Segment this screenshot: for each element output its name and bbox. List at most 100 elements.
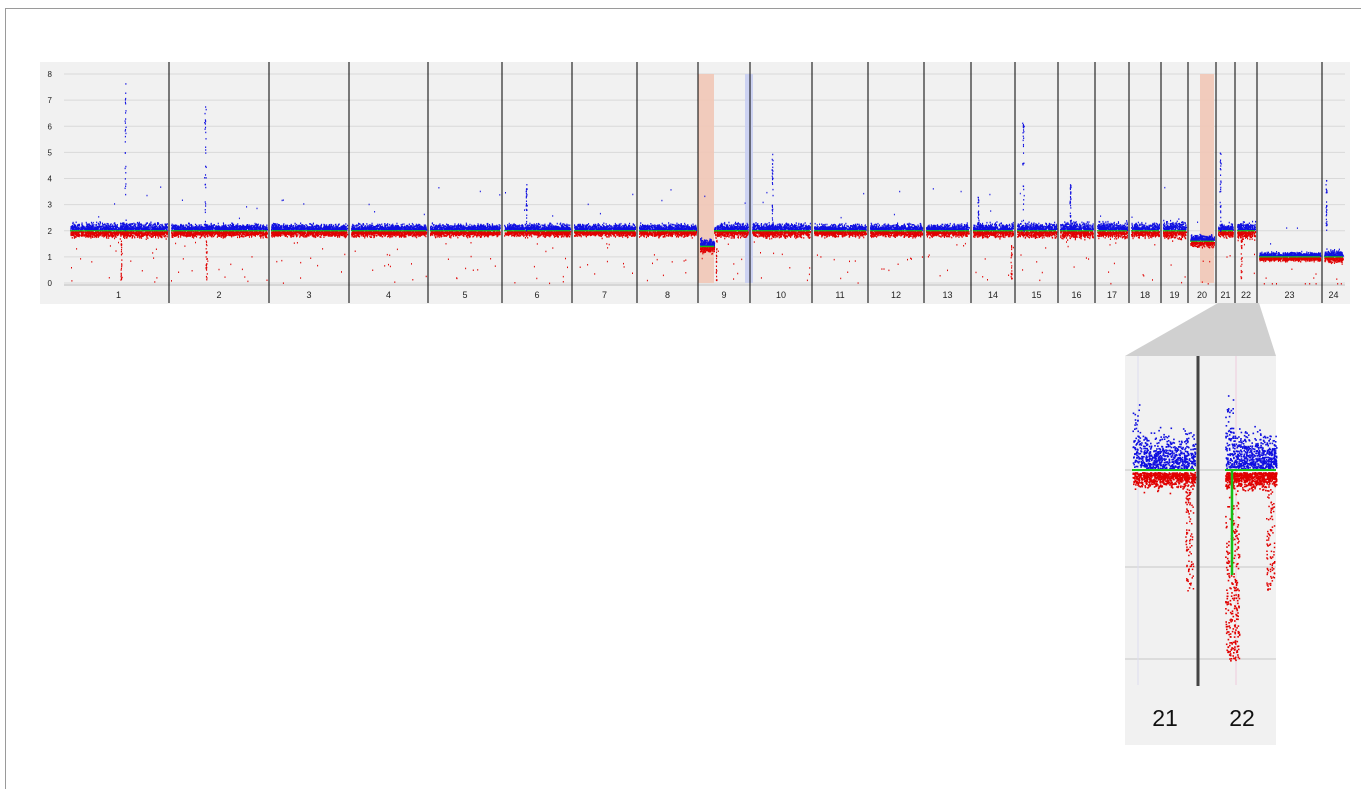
data-point-red: [116, 230, 118, 233]
data-point-red: [78, 235, 80, 237]
data-point-blue: [205, 229, 207, 231]
data-point-red: [243, 236, 245, 238]
data-point-red: [273, 234, 275, 237]
data-point-blue: [80, 226, 82, 229]
data-point-blue: [336, 228, 338, 230]
data-point-red: [89, 232, 91, 234]
data-point-red: [337, 236, 339, 238]
data-point-blue: [124, 225, 126, 228]
data-point-blue: [211, 228, 213, 230]
data-point-blue: [86, 228, 88, 231]
data-point-red: [106, 233, 108, 236]
data-point-blue: [223, 224, 225, 227]
data-point-blue: [238, 227, 240, 230]
data-point-red: [123, 233, 125, 236]
data-point-blue: [200, 224, 202, 226]
data-point-red: [164, 236, 166, 238]
outlier-point-red: [230, 263, 232, 266]
data-point-blue: [77, 228, 79, 231]
data-point-blue: [112, 225, 114, 228]
data-point-blue: [166, 224, 168, 226]
data-point-red: [256, 232, 258, 235]
data-point-red: [254, 232, 256, 235]
data-point-blue: [77, 224, 79, 226]
data-point-blue: [85, 229, 87, 231]
data-point-red: [105, 232, 107, 235]
data-point-red: [228, 231, 230, 233]
data-point-red: [224, 234, 226, 237]
data-point-blue: [92, 224, 94, 227]
data-point-red: [89, 233, 91, 235]
data-point-red: [307, 234, 309, 237]
data-point-red: [187, 232, 189, 234]
data-point-blue: [217, 226, 219, 229]
data-point-blue: [98, 227, 100, 229]
data-point-red: [98, 233, 100, 235]
data-point-blue: [197, 228, 199, 230]
data-point-red: [290, 233, 292, 235]
data-point-red: [188, 231, 190, 233]
data-point-blue: [227, 227, 229, 229]
data-point-red: [163, 230, 165, 233]
data-point-blue: [145, 222, 147, 225]
data-point-red: [233, 232, 235, 234]
data-point-blue: [80, 229, 82, 231]
data-point-blue: [108, 228, 110, 230]
data-point-red: [72, 232, 74, 234]
data-point-blue: [162, 226, 164, 229]
data-point-red: [329, 235, 331, 237]
data-point-red: [87, 234, 89, 237]
data-point-blue: [140, 228, 142, 230]
outlier-point-red: [118, 241, 119, 244]
data-point-red: [148, 234, 150, 237]
data-point-blue: [252, 226, 254, 229]
data-point-blue: [206, 224, 208, 226]
data-point-red: [265, 235, 267, 237]
data-point-red: [324, 233, 326, 236]
data-point-blue: [258, 227, 260, 230]
data-point-red: [142, 233, 144, 235]
data-point-red: [155, 232, 157, 235]
data-point-blue: [331, 228, 333, 231]
data-point-blue: [302, 224, 304, 227]
data-point-red: [265, 233, 267, 235]
data-point-red: [85, 231, 87, 234]
data-point-blue: [191, 229, 193, 231]
data-point-blue: [86, 227, 88, 229]
data-point-red: [232, 233, 234, 236]
data-point-red: [252, 233, 254, 235]
data-point-red: [127, 231, 129, 233]
data-point-red: [158, 230, 160, 233]
data-point-red: [97, 234, 99, 236]
data-point-red: [73, 233, 75, 236]
data-point-red: [188, 231, 190, 233]
data-point-red: [202, 233, 204, 235]
data-point-red: [241, 235, 243, 238]
data-point-blue: [202, 227, 204, 230]
data-point-red: [126, 237, 128, 239]
data-point-blue: [87, 226, 89, 229]
data-point-blue: [78, 227, 80, 230]
data-point-blue: [92, 225, 94, 228]
data-point-red: [200, 231, 202, 234]
data-point-red: [100, 234, 102, 236]
data-point-blue: [230, 229, 232, 231]
data-point-blue: [297, 225, 299, 228]
data-point-red: [221, 231, 223, 234]
y-tick-label: 1: [48, 253, 53, 262]
data-point-blue: [185, 227, 187, 230]
data-point-blue: [237, 225, 239, 228]
data-point-red: [97, 236, 99, 238]
data-point-blue: [130, 226, 132, 228]
data-point-blue: [215, 226, 217, 228]
data-point-red: [135, 233, 137, 235]
outlier-point-red: [224, 276, 226, 278]
data-point-red: [203, 231, 205, 233]
data-point-blue: [160, 226, 162, 228]
data-point-red: [126, 232, 128, 235]
data-point-red: [231, 230, 233, 233]
data-point-red: [266, 232, 268, 235]
data-point-red: [309, 234, 311, 236]
data-point-red: [189, 234, 191, 236]
data-point-red: [77, 235, 79, 237]
